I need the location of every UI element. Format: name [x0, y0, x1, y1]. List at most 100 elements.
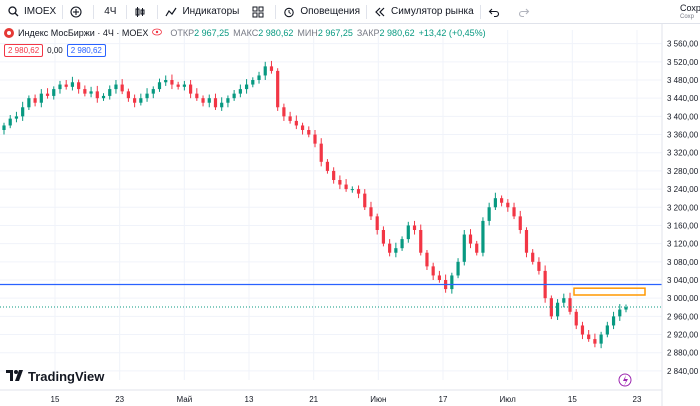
- candle-body: [14, 116, 19, 119]
- candle: [27, 95, 31, 110]
- candle: [406, 221, 410, 243]
- candle: [33, 94, 37, 107]
- candle-body: [294, 120, 298, 126]
- candle: [537, 257, 541, 275]
- candle: [83, 85, 87, 97]
- chart-type-button[interactable]: [127, 0, 157, 24]
- price-tick-label: 3 520,00: [667, 58, 699, 67]
- price-tick-label: 3 200,00: [667, 203, 699, 212]
- candle: [101, 93, 106, 101]
- candle: [207, 94, 211, 108]
- divider: [479, 4, 481, 19]
- save-label: Сохр: [680, 3, 700, 13]
- sell-button[interactable]: 2 980,62: [4, 44, 44, 57]
- candle-body: [325, 161, 330, 171]
- candle-body: [45, 93, 50, 96]
- candle-body: [27, 98, 31, 108]
- candle-body: [39, 93, 43, 103]
- alerts-button[interactable]: Оповещения: [276, 0, 366, 24]
- candle: [201, 95, 205, 107]
- candle-body: [456, 261, 460, 276]
- price-tick-label: 3 480,00: [667, 76, 699, 85]
- candle-body: [8, 118, 12, 126]
- candle-body: [170, 80, 174, 85]
- candle-body: [263, 66, 267, 76]
- candle: [325, 159, 330, 174]
- candle-body: [145, 93, 149, 99]
- candle-body: [363, 193, 367, 208]
- candle-body: [332, 170, 336, 180]
- time-tick-label: Май: [176, 395, 192, 404]
- candle: [599, 331, 603, 349]
- plus-circle-icon: [69, 5, 83, 19]
- price-chart[interactable]: 3 030,072 980,62 3 560,00 3 520,00 3 480,0…: [0, 24, 700, 406]
- undo-button[interactable]: [481, 0, 511, 24]
- symbol-search[interactable]: IMOEX: [0, 0, 62, 24]
- candle-body: [524, 230, 529, 253]
- candle: [120, 79, 124, 95]
- candle: [524, 227, 529, 258]
- tradingview-logo[interactable]: TradingView: [6, 369, 104, 384]
- price-tick-label: 3 440,00: [667, 94, 699, 103]
- candle-body: [101, 95, 106, 99]
- candle: [77, 79, 81, 94]
- candle: [611, 311, 616, 330]
- price-tick-label: 2 840,00: [667, 367, 699, 376]
- candle: [282, 103, 286, 121]
- candle: [369, 201, 373, 220]
- candle-body: [195, 93, 199, 99]
- candle: [468, 229, 473, 249]
- candle: [288, 111, 292, 124]
- candle-body: [108, 89, 112, 96]
- candle: [45, 88, 50, 99]
- candle: [151, 86, 155, 99]
- candle-body: [487, 207, 491, 221]
- candle: [605, 321, 609, 338]
- candle: [157, 78, 162, 92]
- save-button[interactable]: Сохр Сохр: [676, 0, 700, 24]
- candle: [462, 230, 466, 266]
- redo-button[interactable]: [511, 0, 541, 24]
- candle-body: [176, 84, 180, 87]
- legend-symbol-name[interactable]: Индекс МосБиржи · 4Ч · MOEX: [18, 28, 149, 38]
- compare-button[interactable]: [63, 0, 93, 24]
- candle: [593, 333, 597, 348]
- candle-body: [313, 134, 317, 144]
- candle-body: [95, 91, 99, 99]
- change-value: +13,42 (+0,45%): [418, 28, 486, 38]
- candle: [487, 202, 491, 226]
- undo-icon: [487, 5, 501, 19]
- candle: [307, 126, 311, 138]
- interval-label: 4Ч: [104, 6, 117, 17]
- time-axis: 15 23 Май 13 21 Июн 17 Июл 15 23: [0, 389, 662, 404]
- candle: [338, 175, 342, 190]
- candle-body: [568, 298, 572, 312]
- candle-body: [2, 125, 6, 130]
- candle-body: [369, 207, 373, 217]
- candle-body: [375, 216, 379, 230]
- candle-body: [288, 116, 292, 121]
- templates-button[interactable]: [245, 0, 275, 24]
- replay-button[interactable]: Симулятор рынка: [367, 0, 480, 24]
- time-tick-label: 15: [568, 395, 577, 404]
- eye-icon[interactable]: [152, 28, 163, 38]
- candle: [475, 240, 479, 256]
- candle-body: [83, 89, 87, 94]
- candle-body: [220, 102, 224, 108]
- candle-body: [618, 309, 622, 317]
- interval-button[interactable]: 4Ч: [94, 0, 126, 24]
- candle-body: [481, 220, 485, 253]
- candle-body: [611, 316, 616, 326]
- candle: [419, 224, 423, 256]
- candle: [512, 202, 516, 220]
- candle-body: [574, 311, 578, 326]
- indicators-button[interactable]: Индикаторы: [158, 0, 245, 24]
- buy-button[interactable]: 2 980,62: [66, 44, 106, 57]
- candle-body: [400, 239, 404, 249]
- alarm-clock-icon: [282, 5, 296, 19]
- candles-icon: [133, 5, 147, 19]
- candle: [176, 81, 180, 90]
- candle: [114, 80, 118, 94]
- candle: [238, 84, 242, 98]
- rewind-icon: [373, 5, 387, 19]
